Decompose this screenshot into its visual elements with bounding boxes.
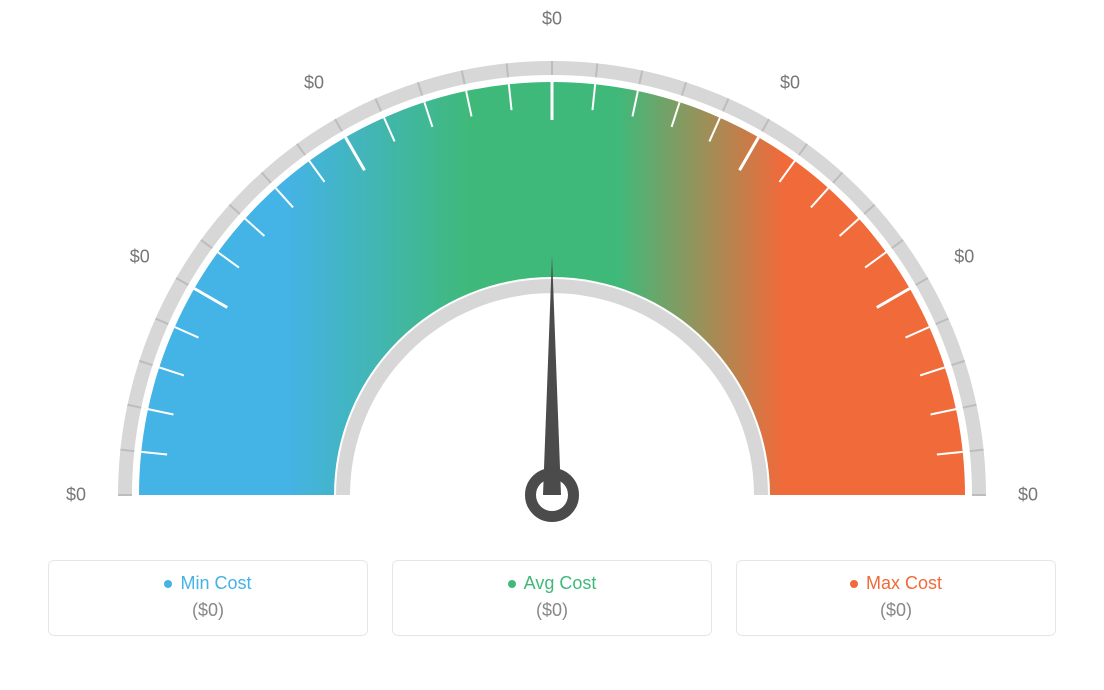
legend-value-max: ($0) — [880, 600, 912, 621]
legend-title-avg: Avg Cost — [508, 573, 597, 594]
legend-label-min: Min Cost — [180, 573, 251, 594]
legend-dot-avg — [508, 580, 516, 588]
legend-card-max: Max Cost ($0) — [736, 560, 1056, 636]
legend-label-max: Max Cost — [866, 573, 942, 594]
gauge-chart: $0 $0 $0 $0 $0 $0 $0 — [0, 0, 1104, 560]
cost-gauge-container: $0 $0 $0 $0 $0 $0 $0 Min Cost ($0) Avg Cost ($… — [0, 0, 1104, 690]
legend-row: Min Cost ($0) Avg Cost ($0) Max Cost ($0… — [0, 560, 1104, 636]
legend-dot-min — [164, 580, 172, 588]
gauge-svg — [0, 0, 1104, 560]
legend-card-avg: Avg Cost ($0) — [392, 560, 712, 636]
gauge-tick-label: $0 — [780, 72, 800, 93]
legend-dot-max — [850, 580, 858, 588]
gauge-tick-label: $0 — [66, 485, 86, 506]
legend-card-min: Min Cost ($0) — [48, 560, 368, 636]
legend-value-avg: ($0) — [536, 600, 568, 621]
gauge-tick-label: $0 — [304, 72, 324, 93]
gauge-tick-label: $0 — [130, 247, 150, 268]
legend-label-avg: Avg Cost — [524, 573, 597, 594]
gauge-tick-label: $0 — [542, 9, 562, 30]
legend-title-min: Min Cost — [164, 573, 251, 594]
legend-value-min: ($0) — [192, 600, 224, 621]
gauge-tick-label: $0 — [1018, 485, 1038, 506]
gauge-tick-label: $0 — [954, 247, 974, 268]
legend-title-max: Max Cost — [850, 573, 942, 594]
